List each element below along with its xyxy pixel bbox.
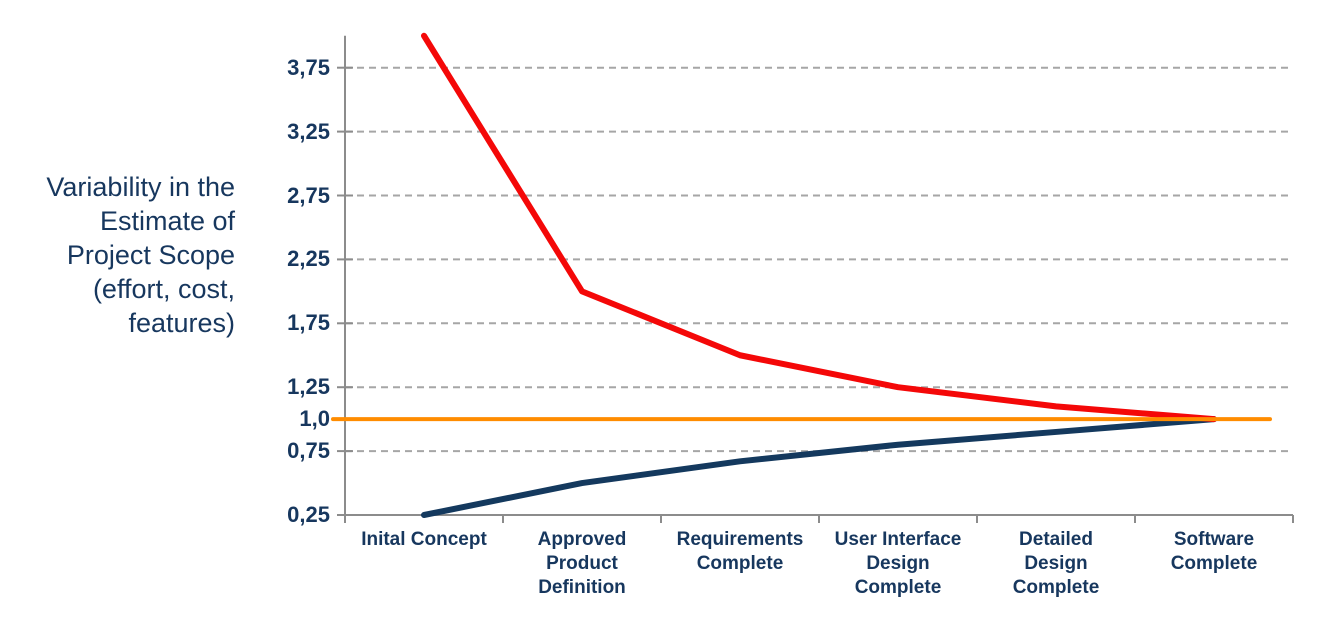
y-axis-title-line: Project Scope — [66, 240, 235, 270]
x-category-label: Detailed Design Complete — [968, 528, 1144, 600]
x-category-label-line: User Interface — [834, 529, 962, 550]
x-category-label-line: Complete — [854, 577, 942, 598]
x-category-label: Requirements Complete — [652, 528, 828, 576]
x-category-label: Approved Product Definition — [494, 528, 670, 600]
y-tick-label: 1,75 — [287, 310, 330, 336]
x-category-label-line: Complete — [1012, 577, 1100, 598]
y-axis-title: Variability in the Estimate of Project Sco… — [0, 170, 235, 340]
x-category-label-line: Complete — [696, 553, 784, 574]
x-category-label: Software Complete — [1126, 528, 1302, 576]
y-axis-title-line: Estimate of — [99, 206, 235, 236]
x-category-label: Inital Concept — [336, 528, 512, 552]
series-upper-estimate — [421, 32, 1217, 423]
x-category-label-line: Product — [546, 553, 618, 574]
x-category-label-line: Detailed — [1019, 529, 1093, 550]
y-tick-label: 2,25 — [287, 246, 330, 272]
x-category-label-line: Definition — [538, 577, 626, 598]
y-tick-label: 2,75 — [287, 182, 330, 208]
x-category-label-line: Requirements — [676, 529, 804, 550]
y-axis-title-line: Variability in the — [46, 172, 235, 202]
x-category-label-line: Complete — [1170, 553, 1258, 574]
x-category-label-line: Software — [1173, 529, 1255, 550]
y-axis-title-line: features) — [128, 308, 235, 338]
y-tick-label: 0,75 — [287, 438, 330, 464]
y-tick-label: 1,0 — [299, 406, 330, 432]
x-category-label: User Interface Design Complete — [810, 528, 986, 600]
x-category-label-line: Design — [866, 553, 930, 574]
x-category-label-line: Approved — [537, 529, 627, 550]
y-tick-label: 3,25 — [287, 118, 330, 144]
y-tick-label: 0,25 — [287, 502, 330, 527]
x-category-label-line: Design — [1024, 553, 1088, 574]
series-lower-estimate — [421, 416, 1217, 518]
y-axis-title-line: (effort, cost, — [92, 274, 235, 304]
y-tick-label: 3,75 — [287, 54, 330, 80]
y-tick-label: 1,25 — [287, 374, 330, 400]
x-category-label-line: Inital Concept — [361, 529, 487, 550]
